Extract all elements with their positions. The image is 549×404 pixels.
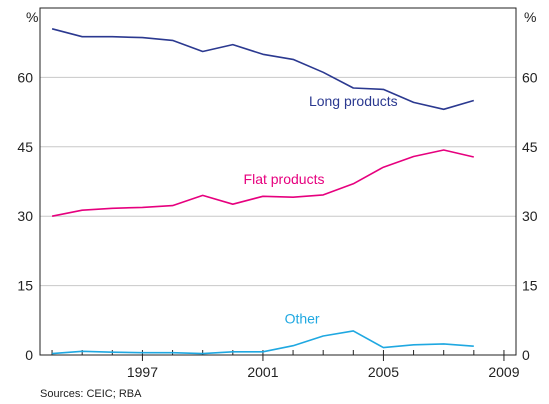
series-label-flat-products: Flat products bbox=[244, 171, 325, 187]
y-tick-left-45: 45 bbox=[17, 139, 33, 155]
series-line-flat-products bbox=[51, 149, 474, 217]
y-axis-ticks: 0 0 15 15 30 30 45 45 60 60 bbox=[17, 69, 537, 363]
y-tick-left-15: 15 bbox=[17, 278, 33, 294]
x-axis-ticks: 1997 2001 2005 2009 bbox=[51, 350, 520, 380]
y-tick-left-0: 0 bbox=[25, 347, 33, 363]
series-label-other: Other bbox=[285, 311, 320, 327]
y-tick-right-60: 60 bbox=[522, 69, 538, 85]
y-tick-right-30: 30 bbox=[522, 208, 538, 224]
plot-frame bbox=[39, 7, 517, 356]
x-tick-label-2005: 2005 bbox=[368, 364, 399, 380]
y-axis-left-unit: % bbox=[26, 9, 38, 25]
series-line-long-products bbox=[51, 28, 475, 111]
y-tick-right-0: 0 bbox=[522, 347, 530, 363]
series-label-long-products: Long products bbox=[309, 93, 398, 109]
x-tick-label-1997: 1997 bbox=[127, 364, 158, 380]
y-tick-right-45: 45 bbox=[522, 139, 538, 155]
x-tick-label-2009: 2009 bbox=[488, 364, 519, 380]
y-axis-right-unit: % bbox=[524, 9, 536, 25]
y-tick-right-15: 15 bbox=[522, 278, 538, 294]
x-tick-label-2001: 2001 bbox=[247, 364, 278, 380]
source-note: Sources: CEIC; RBA bbox=[40, 388, 142, 400]
y-tick-left-60: 60 bbox=[17, 69, 33, 85]
series-lines bbox=[51, 28, 475, 355]
series-line-other bbox=[52, 330, 474, 355]
series-labels: Long products Flat products Other bbox=[244, 93, 398, 326]
y-tick-left-30: 30 bbox=[17, 208, 33, 224]
gridlines bbox=[40, 76, 516, 287]
